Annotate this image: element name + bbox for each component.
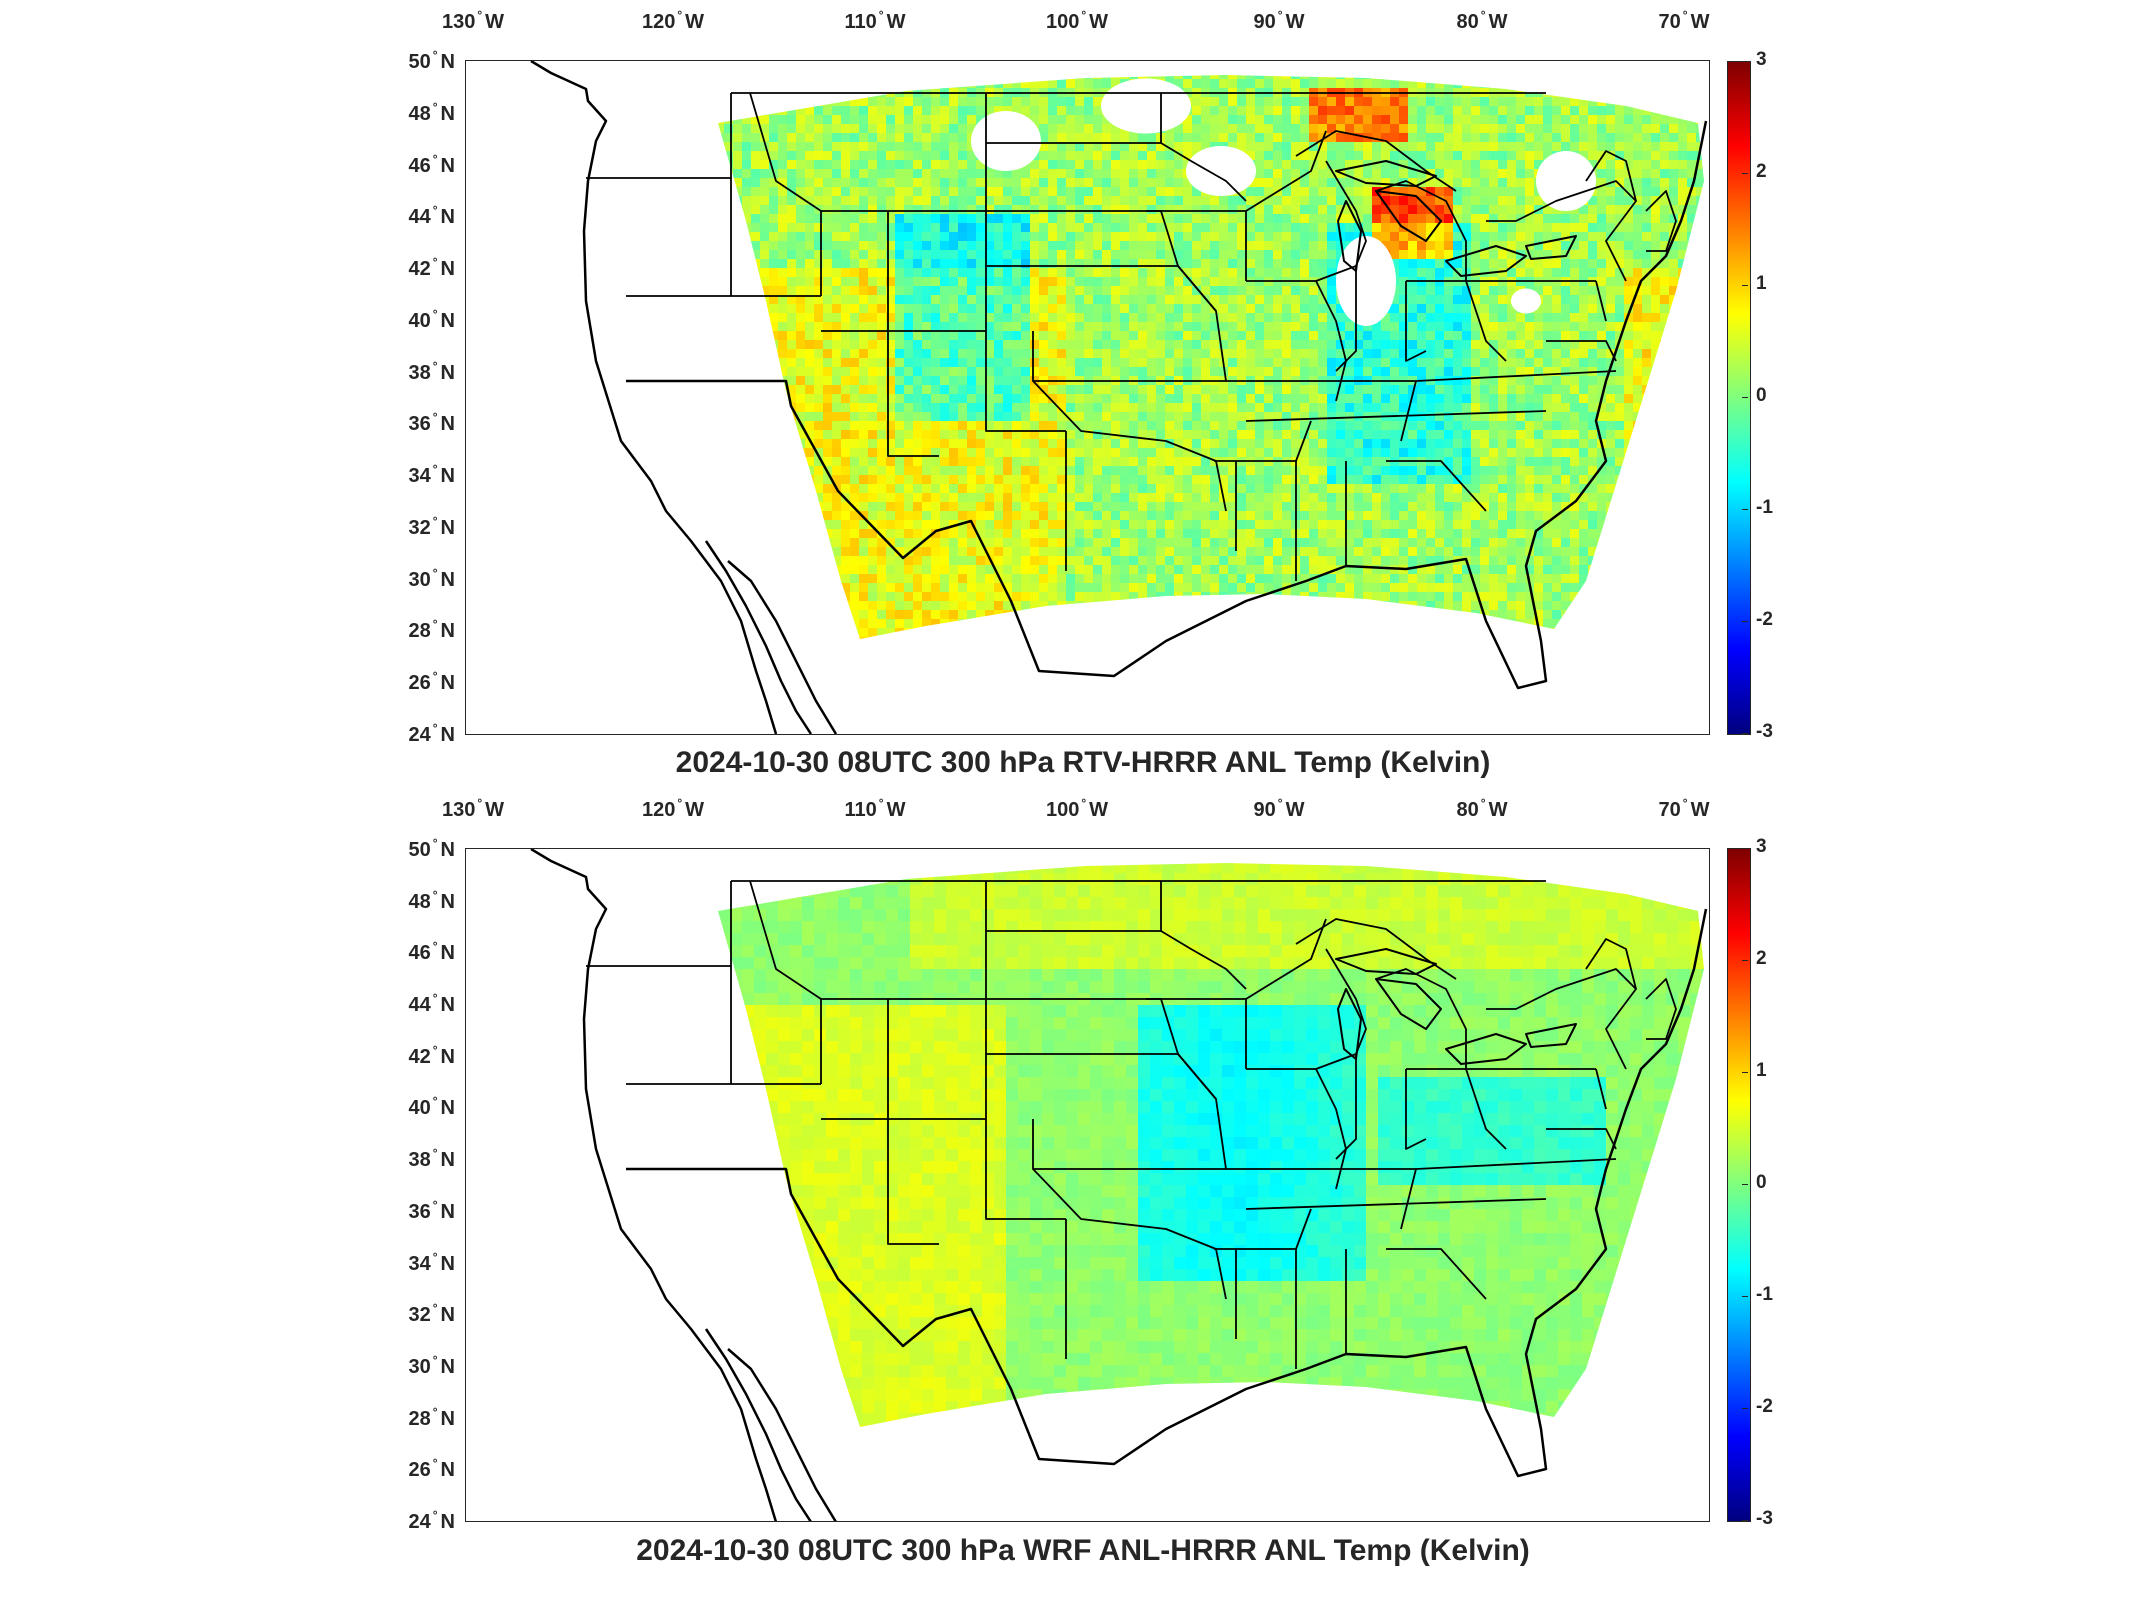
colorbar-tick-mark [1742, 61, 1748, 62]
lat-tick-bottom: 40 ° N [408, 1094, 455, 1120]
colorbar-tick-label: 0 [1756, 385, 1767, 406]
colorbar-tick-mark [1742, 509, 1748, 510]
panel-title-top: 2024-10-30 08UTC 300 hPa RTV-HRRR ANL Te… [675, 746, 1491, 779]
lat-tick-top: 42 ° N [408, 255, 455, 281]
lat-tick-top: 30 ° N [408, 565, 455, 591]
colorbar-tick-mark [1742, 848, 1748, 849]
colorbar-tick-label: 2 [1756, 161, 1767, 182]
colorbar-tick-label: -2 [1756, 609, 1773, 630]
colorbar-tick-mark [1742, 397, 1748, 398]
lon-tick-top: 120 ° W [641, 8, 705, 33]
map-svg-top [530, 61, 1708, 734]
colorbar-tick-label: -3 [1756, 721, 1773, 742]
lat-tick-top: 46 ° N [408, 151, 455, 177]
lon-tick-bottom: 110 ° W [844, 796, 906, 821]
colorbar-tick-mark [1742, 1408, 1748, 1409]
lon-tick-top: 100 ° W [1045, 8, 1109, 33]
colorbar-tick-label: 1 [1756, 1060, 1767, 1081]
lon-tick-bottom: 70 ° W [1658, 796, 1710, 821]
lat-tick-top: 36 ° N [408, 410, 455, 436]
colorbar-tick-label: 1 [1756, 273, 1767, 294]
lon-tick-bottom: 80 ° W [1456, 796, 1508, 821]
colorbar-tick-mark [1742, 960, 1748, 961]
lat-tick-bottom: 24 ° N [408, 1508, 455, 1533]
lon-tick-top: 90 ° W [1253, 8, 1305, 33]
political-borders [530, 61, 1708, 734]
lat-tick-top: 24 ° N [408, 721, 455, 746]
lat-tick-top: 44 ° N [408, 203, 455, 229]
colorbar-tick-label: -1 [1756, 1284, 1773, 1305]
colorbar-tick-label: 0 [1756, 1172, 1767, 1193]
colorbar-tick-mark [1742, 285, 1748, 286]
colorbar-tick-label: -2 [1756, 1396, 1773, 1417]
lat-tick-bottom: 38 ° N [408, 1146, 455, 1172]
colorbar-tick-mark [1742, 1520, 1748, 1521]
lon-tick-bottom: 90 ° W [1253, 796, 1305, 821]
lat-tick-top: 48 ° N [408, 99, 455, 125]
lat-tick-top: 28 ° N [408, 617, 455, 643]
field-rtv [718, 75, 1704, 639]
lon-tick-bottom: 120 ° W [641, 796, 705, 821]
lon-tick-top: 80 ° W [1456, 8, 1508, 33]
field-wrf [718, 863, 1704, 1427]
colorbar-tick-label: -1 [1756, 497, 1773, 518]
lat-tick-bottom: 30 ° N [408, 1352, 455, 1378]
lat-tick-top: 38 ° N [408, 358, 455, 384]
colorbar-tick-label: 3 [1756, 49, 1767, 70]
colorbar-bottom [1727, 848, 1751, 1522]
colorbar-tick-mark [1742, 1296, 1748, 1297]
lat-tick-top: 40 ° N [408, 306, 455, 332]
colorbar-tick-mark [1742, 621, 1748, 622]
colorbar-tick-label: 3 [1756, 836, 1767, 857]
map-frame-top [465, 60, 1710, 735]
lon-tick-top: 130 ° W [441, 8, 505, 33]
lat-tick-top: 34 ° N [408, 462, 455, 488]
colorbar-tick-mark [1742, 1072, 1748, 1073]
lat-tick-bottom: 42 ° N [408, 1042, 455, 1068]
colorbar-tick-mark [1742, 1184, 1748, 1185]
map-frame-bottom [465, 848, 1710, 1522]
lat-tick-top: 26 ° N [408, 669, 455, 695]
colorbar-tick-label: -3 [1756, 1508, 1773, 1529]
lat-tick-bottom: 28 ° N [408, 1404, 455, 1430]
panel-title-bottom: 2024-10-30 08UTC 300 hPa WRF ANL-HRRR AN… [636, 1534, 1530, 1567]
lat-tick-bottom: 46 ° N [408, 939, 455, 965]
colorbar-tick-label: 2 [1756, 948, 1767, 969]
lon-tick-bottom: 100 ° W [1045, 796, 1109, 821]
lon-tick-top: 70 ° W [1658, 8, 1710, 33]
lon-tick-bottom: 130 ° W [441, 796, 505, 821]
lat-tick-bottom: 26 ° N [408, 1456, 455, 1482]
lat-tick-bottom: 50 ° N [408, 836, 455, 861]
colorbar-tick-mark [1742, 733, 1748, 734]
colorbar-tick-mark [1742, 173, 1748, 174]
lat-tick-bottom: 48 ° N [408, 887, 455, 913]
lat-tick-top: 50 ° N [408, 48, 455, 73]
lat-tick-bottom: 44 ° N [408, 991, 455, 1017]
lat-tick-top: 32 ° N [408, 513, 455, 539]
lon-tick-top: 110 ° W [844, 8, 906, 33]
lat-tick-bottom: 36 ° N [408, 1197, 455, 1223]
lat-tick-bottom: 32 ° N [408, 1301, 455, 1327]
lat-tick-bottom: 34 ° N [408, 1249, 455, 1275]
map-svg-bottom [530, 849, 1708, 1521]
panel-top: 2024-10-30 08UTC 300 hPa RTV-HRRR ANL Te… [0, 0, 2133, 790]
political-borders [530, 849, 1708, 1521]
